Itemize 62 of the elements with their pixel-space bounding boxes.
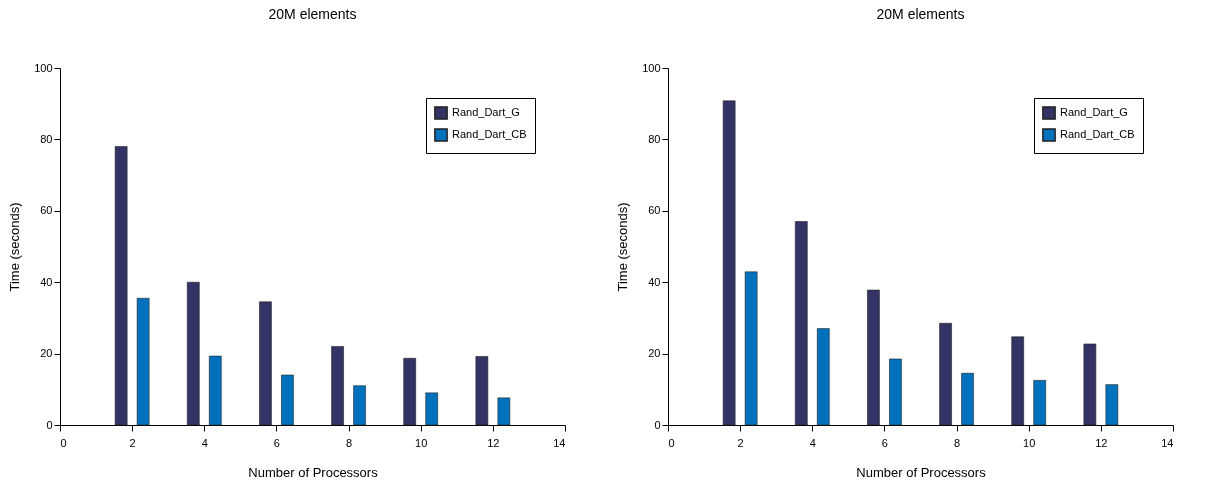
bar [497,397,511,426]
y-tick-label: 60 [40,204,53,217]
x-tick-label: 4 [809,436,816,449]
y-tick-label: 0 [654,418,661,431]
y-tick-label: 100 [642,61,661,74]
bar [744,271,758,426]
x-tick-label: 8 [346,436,353,449]
chart-title: 20M elements [268,6,357,22]
legend-label: Rand_Dart_CB [1060,128,1135,140]
bar [259,301,272,426]
bar [1011,336,1025,426]
bar [114,146,128,426]
bar [1083,343,1097,426]
x-tick-label: 8 [954,436,961,449]
y-tick-label: 20 [40,347,53,360]
chart-title: 20M elements [876,6,965,22]
x-tick-label: 0 [60,436,67,449]
x-tick-label: 12 [1095,436,1108,449]
bar [961,372,974,426]
x-tick-label: 0 [668,436,675,449]
x-tick-label: 14 [553,436,566,449]
bar [186,281,200,426]
y-axis-title: Time (seconds) [615,202,631,292]
x-axis-title: Number of Processors [856,464,987,480]
bar [475,356,489,426]
y-axis-title: Time (seconds) [7,202,23,292]
x-tick-label: 4 [201,436,208,449]
x-tick-label: 6 [881,436,888,449]
y-tick-label: 40 [648,275,661,288]
bar [939,322,952,426]
bar [331,346,344,426]
y-tick-label: 20 [648,347,661,360]
y-tick-label: 0 [46,418,53,431]
x-tick-label: 6 [273,436,280,449]
bar [1105,384,1119,426]
legend-label: Rand_Dart_CB [452,128,527,140]
y-tick-label: 40 [40,275,53,288]
bar [208,355,222,426]
x-axis-title: Number of Processors [248,464,379,480]
x-tick-label: 2 [129,436,136,449]
legend-label: Rand_Dart_G [1060,106,1128,118]
bar [816,328,830,426]
y-tick-label: 60 [648,204,661,217]
bar [1033,380,1047,426]
x-tick-label: 10 [1023,436,1036,449]
y-tick-label: 80 [40,132,53,145]
bar [889,358,902,426]
bar [722,100,736,426]
bar [281,374,294,426]
bar [867,289,880,426]
x-tick-label: 12 [487,436,500,449]
x-tick-label: 2 [737,436,744,449]
x-tick-label: 14 [1161,436,1174,449]
bar [794,221,808,426]
bar [425,392,439,426]
x-tick-label: 10 [415,436,428,449]
legend-label: Rand_Dart_G [452,106,520,118]
bar [353,385,366,426]
y-tick-label: 100 [34,61,53,74]
bar [403,357,417,426]
bar [136,297,150,426]
y-tick-label: 80 [648,132,661,145]
